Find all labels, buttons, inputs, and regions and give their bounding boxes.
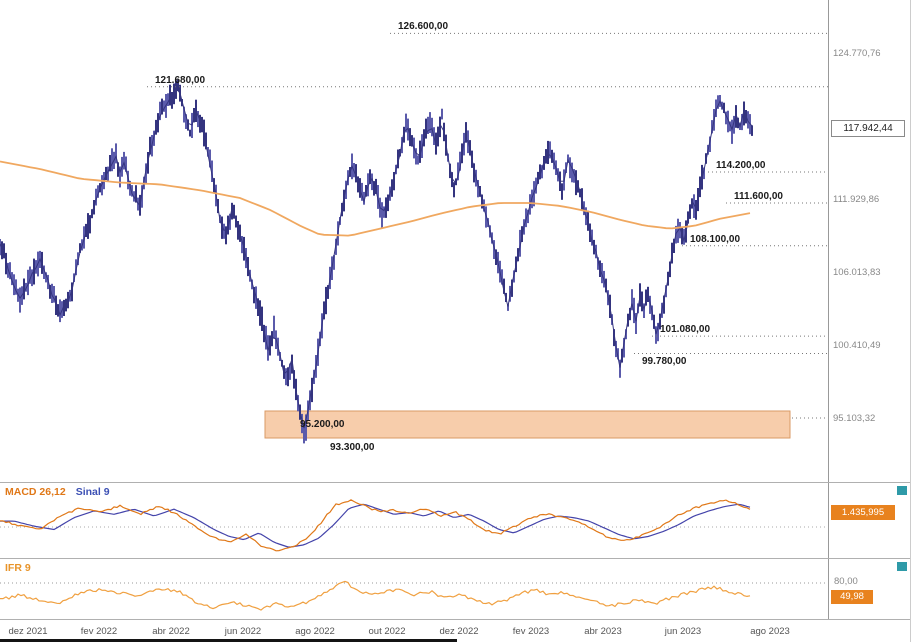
macd-line <box>0 499 751 552</box>
support-zone <box>264 410 791 439</box>
x-axis-label: ago 2022 <box>295 626 335 637</box>
price-level-label: 108.100,00 <box>690 234 740 245</box>
macd-value-badge: 1.435,995 <box>831 505 895 520</box>
macd-name-label: MACD 26,12 <box>5 486 66 498</box>
price-level-label: 111.600,00 <box>734 191 783 202</box>
price-line <box>0 87 753 429</box>
ifr-value-badge: 49,98 <box>831 590 873 604</box>
ifr-panel-button[interactable] <box>897 562 907 571</box>
y-axis-label: 111.929,86 <box>833 194 879 205</box>
macd-indicator-label[interactable]: MACD 26,12 Sinal 9 <box>5 486 110 498</box>
x-axis-label: jun 2023 <box>664 626 701 637</box>
zone-label-top: 95.200,00 <box>300 419 345 430</box>
price-level-label: 126.600,00 <box>398 21 448 32</box>
ifr-level-80-label: 80,00 <box>834 576 858 587</box>
price-level-label: 114.200,00 <box>716 160 766 171</box>
y-axis-label: 95.103,32 <box>833 413 875 424</box>
window-bottom-edge <box>0 639 457 642</box>
ifr-line <box>0 580 751 611</box>
x-axis-label: abr 2023 <box>584 626 622 637</box>
x-axis-label: fev 2023 <box>513 626 549 637</box>
ifr-indicator-label[interactable]: IFR 9 <box>5 562 31 574</box>
zone-label-bottom: 93.300,00 <box>330 442 375 453</box>
x-axis-label: out 2022 <box>369 626 406 637</box>
last-price-badge: 117.942,44 <box>831 120 905 137</box>
y-axis-label: 100.410,49 <box>833 340 881 351</box>
y-axis-label: 124.770,76 <box>833 48 881 59</box>
price-level-label: 121.680,00 <box>155 75 205 86</box>
price-level-label: 101.080,00 <box>660 324 710 335</box>
moving-average-line <box>0 160 751 237</box>
x-axis-label: abr 2022 <box>152 626 190 637</box>
macd-panel-button[interactable] <box>897 486 907 495</box>
y-axis-label: 106.013,83 <box>833 267 881 278</box>
macd-signal-line <box>0 503 751 548</box>
x-axis-label: jun 2022 <box>224 626 261 637</box>
x-axis-label: fev 2022 <box>81 626 117 637</box>
macd-signal-label: Sinal 9 <box>75 486 110 498</box>
x-axis-label: ago 2023 <box>750 626 790 637</box>
x-axis-label: dez 2021 <box>8 626 47 637</box>
x-axis-label: dez 2022 <box>439 626 478 637</box>
price-level-label: 99.780,00 <box>642 356 687 367</box>
